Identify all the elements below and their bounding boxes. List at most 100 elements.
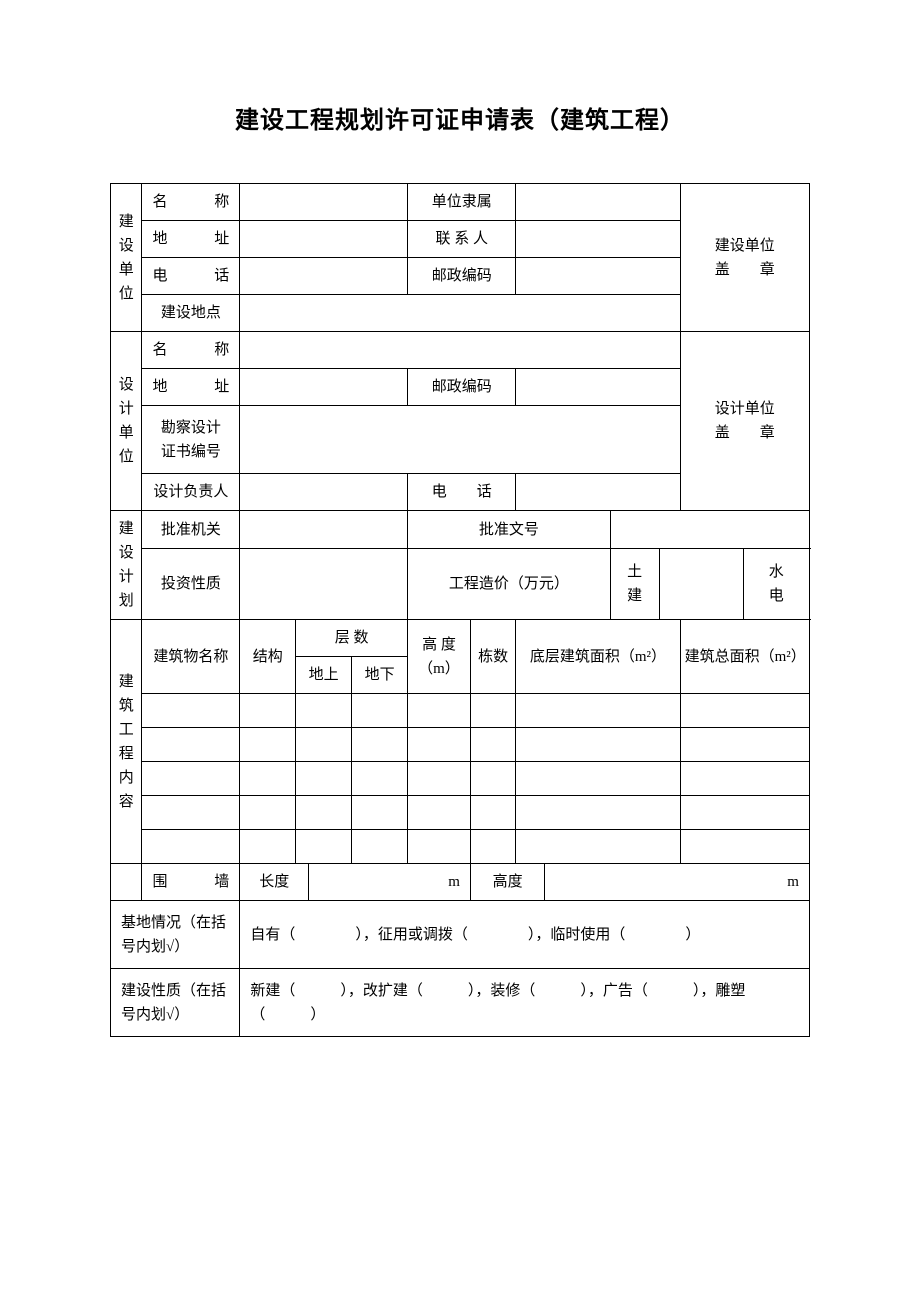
sec3-invest-value[interactable] (240, 549, 408, 620)
cell-ground-area[interactable] (516, 830, 680, 864)
cell-bname[interactable] (142, 694, 240, 728)
sec1-name-value[interactable] (240, 184, 408, 221)
cell-below[interactable] (352, 694, 408, 728)
sec1-phone-label: 电 话 (142, 258, 240, 295)
sec1-postcode-label: 邮政编码 (408, 258, 516, 295)
sec3-shuidian-label: 水电 (743, 549, 809, 620)
nature-label: 建设性质（在括号内划√） (111, 969, 240, 1037)
sec2-stamp: 设计单位盖 章 (680, 332, 809, 511)
cell-below[interactable] (352, 830, 408, 864)
sec2-postcode-value[interactable] (516, 369, 680, 406)
cell-below[interactable] (352, 762, 408, 796)
cell-height[interactable] (408, 762, 471, 796)
sec2-addr-value[interactable] (240, 369, 408, 406)
table-row (111, 694, 810, 728)
cell-count[interactable] (470, 694, 515, 728)
page-title: 建设工程规划许可证申请表（建筑工程） (110, 100, 810, 135)
sec3-approve-no-value[interactable] (610, 511, 809, 549)
cell-ground-area[interactable] (516, 728, 680, 762)
sec2-cert-label: 勘察设计证书编号 (142, 406, 240, 474)
cell-total-area[interactable] (680, 830, 809, 864)
cell-bname[interactable] (142, 762, 240, 796)
sec2-name-value[interactable] (240, 332, 680, 369)
sec3-approve-no-label: 批准文号 (408, 511, 611, 549)
cell-bname[interactable] (142, 830, 240, 864)
wall-h-unit: m (545, 864, 809, 900)
cell-above[interactable] (296, 830, 352, 864)
application-form-table: 建设单位 名 称 单位隶属 建设单位盖 章 地 址 联 系 人 电 话 邮政编码… (110, 183, 810, 1037)
sec1-affil-value[interactable] (516, 184, 680, 221)
wall-h-label: 高度 (471, 864, 545, 900)
cell-struct[interactable] (240, 694, 296, 728)
cell-above[interactable] (296, 728, 352, 762)
wall-len-unit: m (309, 864, 470, 900)
sec3-approve-org-label: 批准机关 (142, 511, 240, 549)
cell-struct[interactable] (240, 830, 296, 864)
cell-ground-area[interactable] (516, 694, 680, 728)
wall-len-label: 长度 (240, 864, 309, 900)
sec3-approve-org-value[interactable] (240, 511, 408, 549)
sec3-tujian-label: 土建 (610, 549, 659, 620)
sec1-postcode-value[interactable] (516, 258, 680, 295)
cell-struct[interactable] (240, 762, 296, 796)
sec2-lead-value[interactable] (240, 474, 408, 511)
wall-length-cell[interactable]: 长度 m (240, 864, 471, 901)
sec3-cost-label: 工程造价（万元） (408, 549, 611, 620)
sec1-affil-label: 单位隶属 (408, 184, 516, 221)
cell-total-area[interactable] (680, 762, 809, 796)
sec4-bname-label: 建筑物名称 (142, 620, 240, 694)
sec2-cert-value[interactable] (240, 406, 680, 474)
sec4-header: 建筑工程内容 (111, 620, 142, 864)
cell-height[interactable] (408, 728, 471, 762)
table-row (111, 762, 810, 796)
base-text[interactable]: 自有（ ），征用或调拨（ ），临时使用（ ） (240, 901, 810, 969)
cell-above[interactable] (296, 694, 352, 728)
cell-count[interactable] (470, 796, 515, 830)
cell-below[interactable] (352, 796, 408, 830)
sec1-stamp: 建设单位盖 章 (680, 184, 809, 332)
wall-height-cell[interactable]: 高度 m (470, 864, 809, 901)
cell-bname[interactable] (142, 796, 240, 830)
cell-height[interactable] (408, 694, 471, 728)
sec4-above-label: 地上 (296, 657, 352, 694)
cell-above[interactable] (296, 762, 352, 796)
sec2-lead-label: 设计负责人 (142, 474, 240, 511)
sec4-ground-area-label: 底层建筑面积（m²） (516, 620, 680, 694)
sec1-phone-value[interactable] (240, 258, 408, 295)
sec1-addr-value[interactable] (240, 221, 408, 258)
sec2-header: 设计单位 (111, 332, 142, 511)
sec2-name-label: 名 称 (142, 332, 240, 369)
sec2-addr-label: 地 址 (142, 369, 240, 406)
sec1-header: 建设单位 (111, 184, 142, 332)
sec4-below-label: 地下 (352, 657, 408, 694)
sec1-loc-value[interactable] (240, 295, 680, 332)
cell-struct[interactable] (240, 796, 296, 830)
cell-total-area[interactable] (680, 728, 809, 762)
wall-label: 围 墙 (142, 864, 240, 901)
cell-height[interactable] (408, 796, 471, 830)
wall-empty (111, 864, 142, 901)
cell-ground-area[interactable] (516, 762, 680, 796)
cell-count[interactable] (470, 728, 515, 762)
cell-total-area[interactable] (680, 694, 809, 728)
cell-bname[interactable] (142, 728, 240, 762)
cell-count[interactable] (470, 830, 515, 864)
sec4-height-label: 高 度（m） (408, 620, 471, 694)
sec3-tujian-value[interactable] (659, 549, 743, 620)
nature-text[interactable]: 新建（ ），改扩建（ ），装修（ ），广告（ ），雕塑（ ） (240, 969, 810, 1037)
cell-below[interactable] (352, 728, 408, 762)
sec4-count-label: 栋数 (470, 620, 515, 694)
sec1-name-label: 名 称 (142, 184, 240, 221)
cell-struct[interactable] (240, 728, 296, 762)
cell-ground-area[interactable] (516, 796, 680, 830)
table-row (111, 728, 810, 762)
sec2-phone-label: 电 话 (408, 474, 516, 511)
cell-above[interactable] (296, 796, 352, 830)
sec1-loc-label: 建设地点 (142, 295, 240, 332)
sec4-struct-label: 结构 (240, 620, 296, 694)
cell-height[interactable] (408, 830, 471, 864)
cell-count[interactable] (470, 762, 515, 796)
sec2-phone-value[interactable] (516, 474, 680, 511)
sec1-contact-value[interactable] (516, 221, 680, 258)
cell-total-area[interactable] (680, 796, 809, 830)
